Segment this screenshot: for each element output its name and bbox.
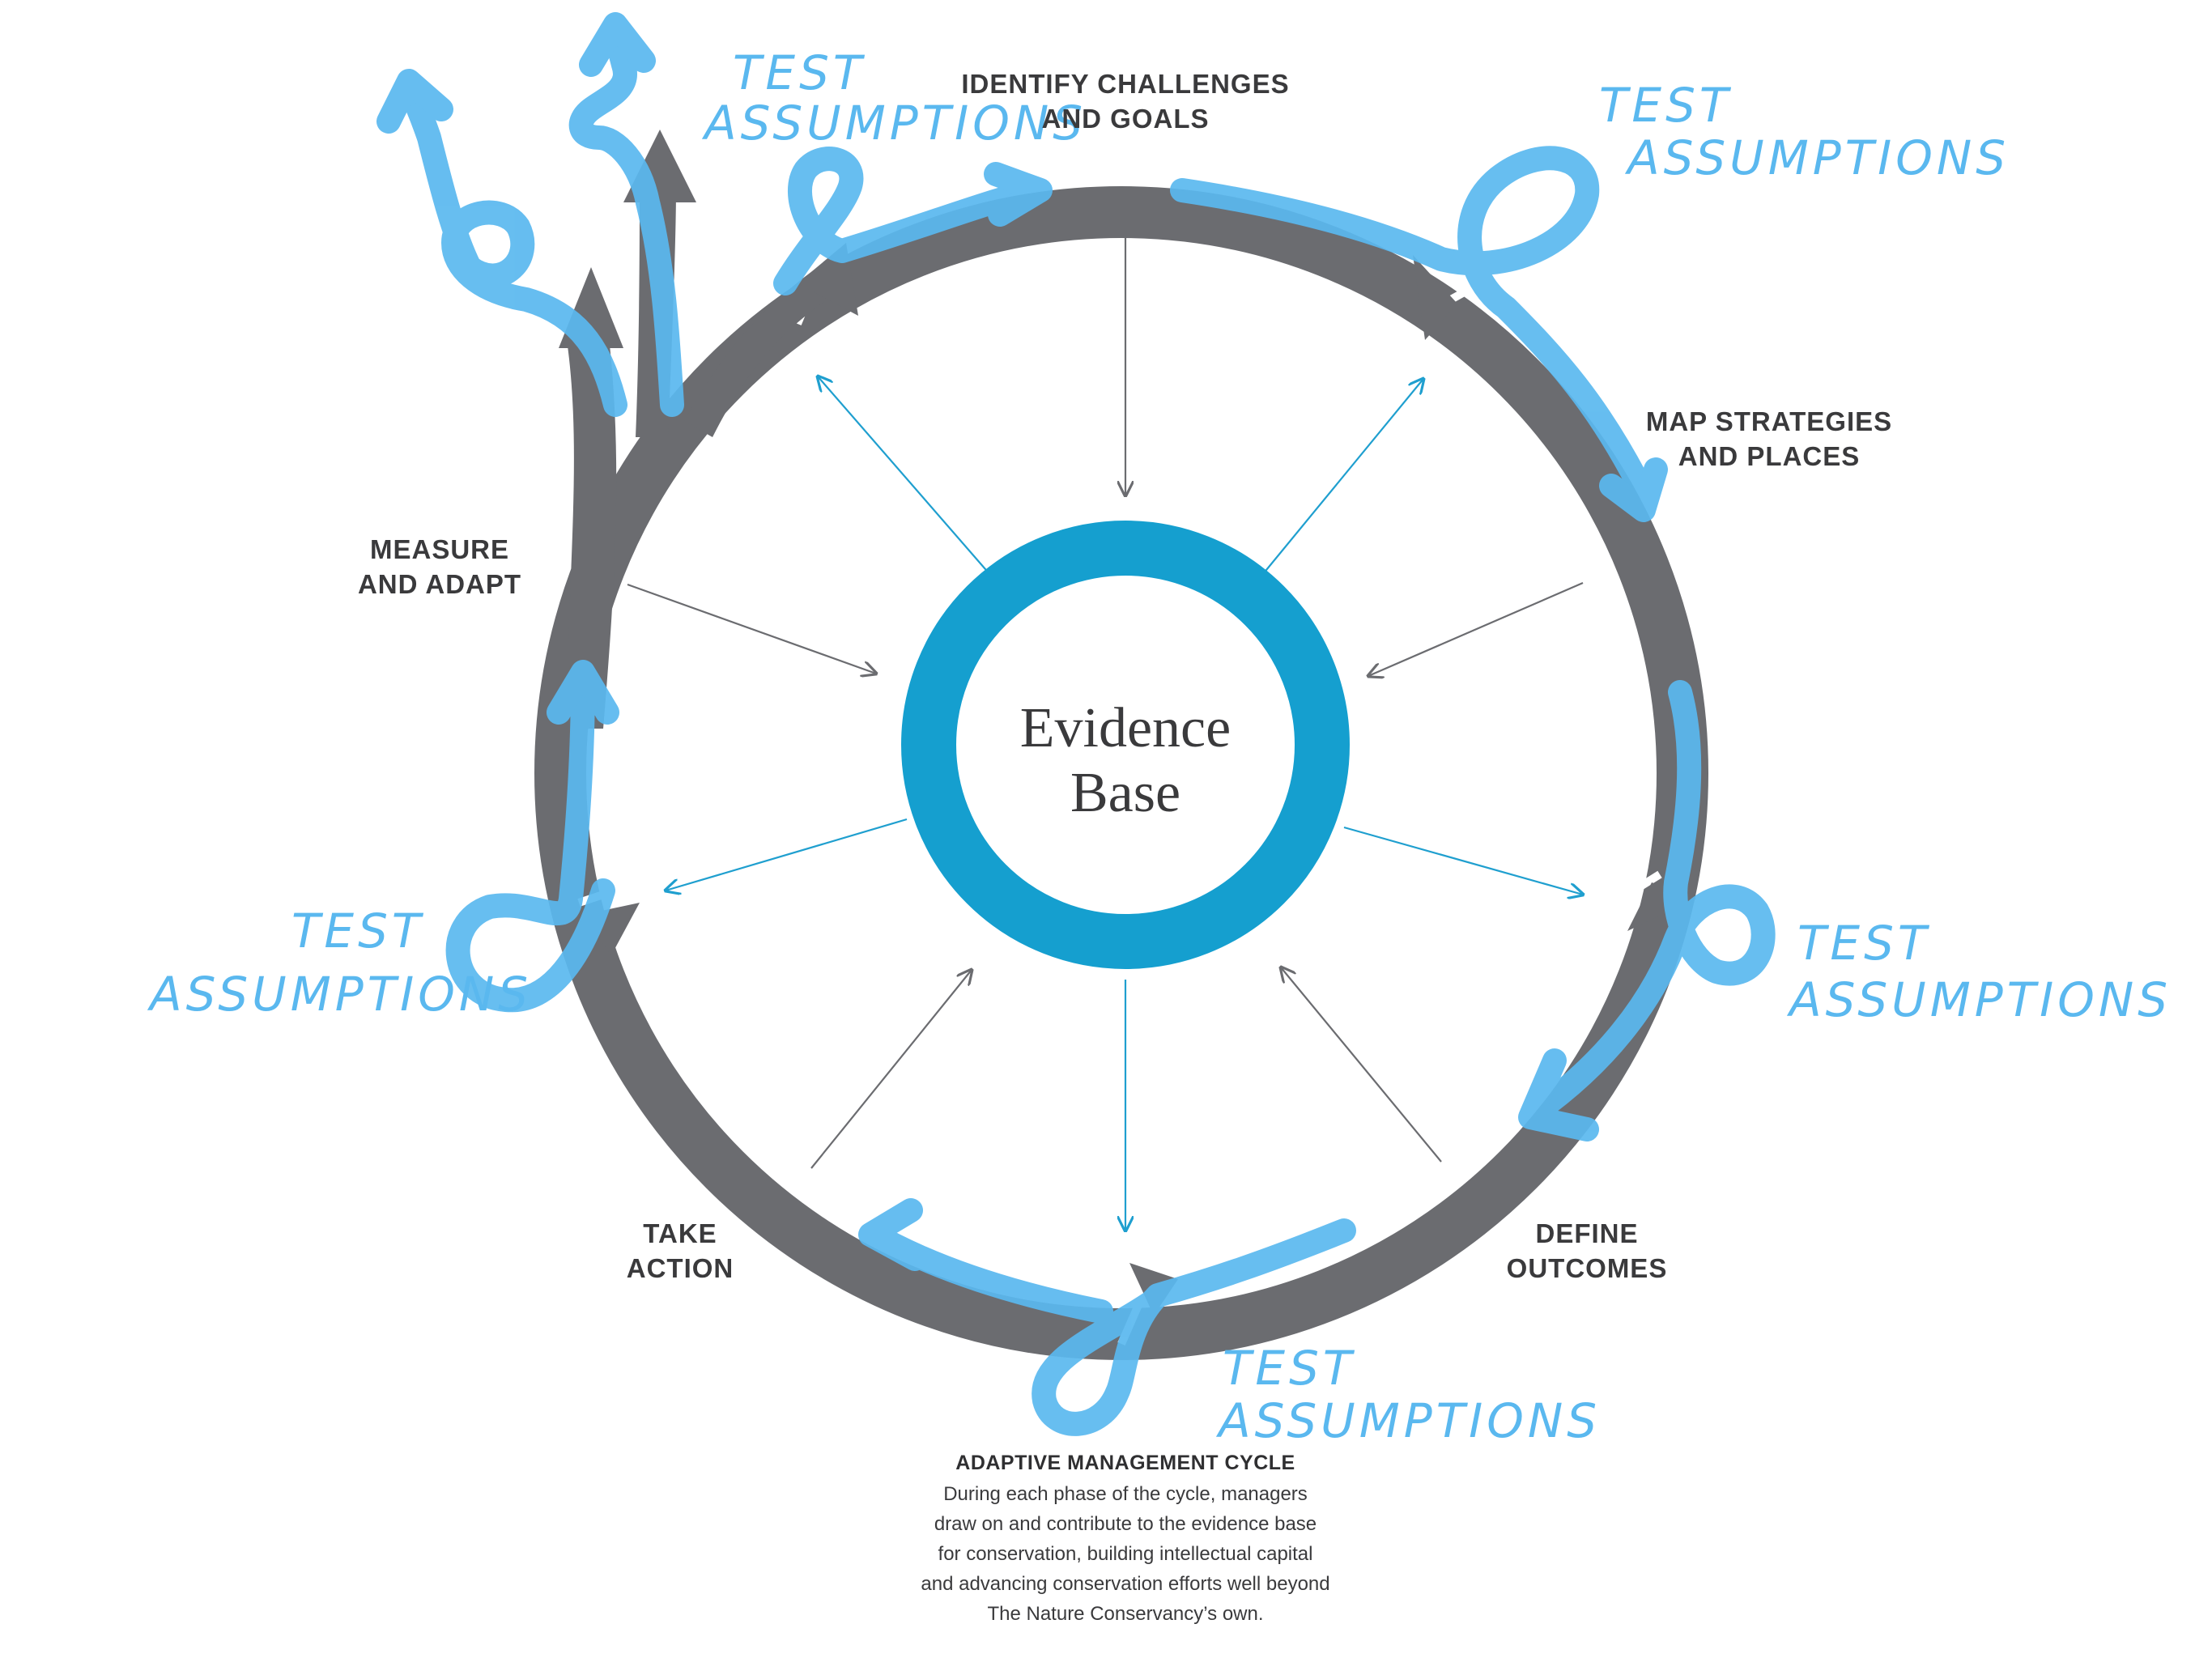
phase-label-line2: AND ADAPT: [358, 569, 521, 599]
spoke-arrow-left: [666, 818, 908, 891]
spoke-arrow-bottom-right: [1343, 826, 1583, 895]
caption-title: ADAPTIVE MANAGEMENT CYCLE: [955, 1452, 1295, 1474]
assumptions-label: ASSUMPTIONS: [701, 96, 1087, 151]
test-label: TEST: [291, 903, 424, 959]
phase-label-line2: AND PLACES: [1678, 441, 1861, 471]
caption-line: The Nature Conservancy’s own.: [987, 1603, 1263, 1625]
center-label-line1: Evidence: [1020, 697, 1231, 759]
test-assumptions-left: TEST ASSUMPTIONS: [147, 903, 532, 1022]
phase-label-line1: IDENTIFY CHALLENGES: [961, 69, 1289, 99]
phase-label-line2: ACTION: [627, 1253, 734, 1283]
center-label-line2: Base: [1070, 762, 1180, 824]
phase-label-line1: MAP STRATEGIES: [1646, 406, 1892, 436]
spoke-arrow-top-left: [627, 583, 876, 674]
caption-line: draw on and contribute to the evidence b…: [934, 1513, 1317, 1535]
assumptions-label: ASSUMPTIONS: [1786, 972, 2172, 1027]
assumptions-label: ASSUMPTIONS: [1215, 1393, 1601, 1448]
caption-line: for conservation, building intellectual …: [938, 1543, 1313, 1565]
phase-label-line2: AND GOALS: [1042, 104, 1210, 134]
assumptions-label: ASSUMPTIONS: [1624, 130, 2010, 185]
test-label: TEST: [1599, 78, 1732, 133]
evidence-base-ring: [901, 521, 1350, 969]
spoke-arrow-top-left-2: [818, 376, 997, 582]
test-label: TEST: [733, 45, 866, 100]
test-assumption-loops: [376, 12, 1776, 1436]
test-assumptions-top-right: TEST ASSUMPTIONS: [1599, 78, 2010, 185]
test-assumptions-right: TEST ASSUMPTIONS: [1786, 916, 2172, 1027]
phase-label-line1: TAKE: [643, 1218, 717, 1248]
phase-take-action: TAKE ACTION: [627, 1218, 734, 1283]
phase-map: MAP STRATEGIES AND PLACES: [1646, 406, 1892, 471]
phase-identify: IDENTIFY CHALLENGES AND GOALS: [961, 69, 1289, 134]
spoke-arrow-bottom-right-2: [1281, 967, 1442, 1163]
spoke-arrow-right: [1368, 581, 1584, 676]
spoke-arrow-bottom-left: [810, 970, 972, 1169]
test-label: TEST: [1223, 1341, 1355, 1396]
phase-define: DEFINE OUTCOMES: [1507, 1218, 1668, 1283]
phase-measure: MEASURE AND ADAPT: [358, 534, 521, 599]
phase-label-line1: DEFINE: [1535, 1218, 1638, 1248]
phase-label-line1: MEASURE: [370, 534, 509, 564]
phase-label-line2: OUTCOMES: [1507, 1253, 1668, 1283]
caption-line: and advancing conservation efforts well …: [921, 1573, 1329, 1595]
test-assumptions-top-left: TEST ASSUMPTIONS: [701, 45, 1087, 151]
test-label: TEST: [1797, 916, 1930, 971]
test-assumptions-bottom: TEST ASSUMPTIONS: [1215, 1341, 1601, 1448]
caption-line: During each phase of the cycle, managers: [943, 1483, 1308, 1505]
spoke-arrow-top-right: [1258, 379, 1423, 580]
spoke-arrows: [627, 231, 1583, 1231]
caption: ADAPTIVE MANAGEMENT CYCLE During each ph…: [921, 1452, 1329, 1625]
assumptions-label: ASSUMPTIONS: [147, 967, 532, 1022]
